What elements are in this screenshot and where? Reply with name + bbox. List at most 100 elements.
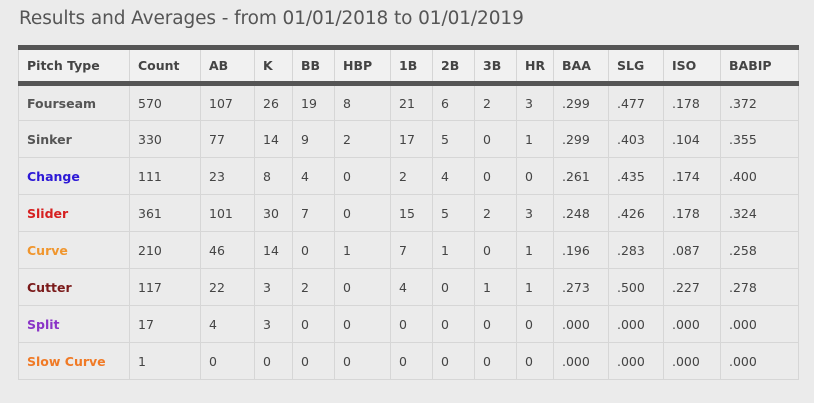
bb-cell: 0: [292, 305, 335, 343]
column-header-iso[interactable]: ISO: [663, 45, 721, 86]
k-cell: 14: [254, 231, 293, 269]
hr-cell: 3: [516, 83, 554, 121]
bb-cell: 7: [292, 194, 335, 232]
column-header-ab[interactable]: AB: [200, 45, 255, 86]
column-header-baa[interactable]: BAA: [553, 45, 609, 86]
2b-cell: 0: [432, 342, 475, 380]
baa-cell: .000: [553, 305, 609, 343]
column-header-hr[interactable]: HR: [516, 45, 554, 86]
column-header-hbp[interactable]: HBP: [334, 45, 391, 86]
k-cell: 14: [254, 120, 293, 158]
1b-cell: 0: [390, 305, 433, 343]
1b-cell: 0: [390, 342, 433, 380]
results-table: Pitch Type Count AB K BB HBP 1B 2B 3B HR BAA SLG ISO…: [18, 45, 799, 380]
2b-cell: 0: [432, 305, 475, 343]
2b-cell: 0: [432, 268, 475, 306]
column-header-1b[interactable]: 1B: [390, 45, 433, 86]
baa-cell: .299: [553, 83, 609, 121]
iso-cell: .174: [663, 157, 721, 195]
baa-cell: .248: [553, 194, 609, 232]
2b-cell: 6: [432, 83, 475, 121]
ab-cell: 0: [200, 342, 255, 380]
bb-cell: 0: [292, 231, 335, 269]
1b-cell: 2: [390, 157, 433, 195]
slg-cell: .477: [608, 83, 664, 121]
column-header-pitch-type[interactable]: Pitch Type: [18, 45, 130, 86]
iso-cell: .104: [663, 120, 721, 158]
babip-cell: .400: [720, 157, 799, 195]
pitch-type-cell: Sinker: [18, 120, 130, 158]
2b-cell: 5: [432, 194, 475, 232]
slg-cell: .500: [608, 268, 664, 306]
babip-cell: .000: [720, 342, 799, 380]
column-header-2b[interactable]: 2B: [432, 45, 475, 86]
baa-cell: .273: [553, 268, 609, 306]
slg-cell: .000: [608, 342, 664, 380]
count-cell: 210: [129, 231, 201, 269]
k-cell: 3: [254, 268, 293, 306]
hr-cell: 3: [516, 194, 554, 232]
iso-cell: .227: [663, 268, 721, 306]
ab-cell: 107: [200, 83, 255, 121]
header-row: Pitch Type Count AB K BB HBP 1B 2B 3B HR BAA SLG ISO…: [18, 45, 799, 86]
2b-cell: 4: [432, 157, 475, 195]
hbp-cell: 0: [334, 157, 391, 195]
pitch-type-cell: Cutter: [18, 268, 130, 306]
3b-cell: 0: [474, 120, 517, 158]
k-cell: 8: [254, 157, 293, 195]
column-header-k[interactable]: K: [254, 45, 293, 86]
hr-cell: 0: [516, 342, 554, 380]
table-row: Fourseam 570 107 26 19 8 21 6 2 3.299.477.178.372: [18, 83, 799, 121]
table-row: Change 111 23 8 4 0 2 4 0 0.261.435.174.400: [18, 157, 799, 195]
baa-cell: .196: [553, 231, 609, 269]
column-header-3b[interactable]: 3B: [474, 45, 517, 86]
column-header-babip[interactable]: BABIP: [720, 45, 799, 86]
slg-cell: .403: [608, 120, 664, 158]
iso-cell: .178: [663, 194, 721, 232]
babip-cell: .355: [720, 120, 799, 158]
babip-cell: .000: [720, 305, 799, 343]
3b-cell: 0: [474, 305, 517, 343]
hbp-cell: 0: [334, 268, 391, 306]
table-row: Slider 361 101 30 7 0 15 5 2 3.248.426.178.324: [18, 194, 799, 232]
iso-cell: .178: [663, 83, 721, 121]
count-cell: 1: [129, 342, 201, 380]
column-header-bb[interactable]: BB: [292, 45, 335, 86]
bb-cell: 2: [292, 268, 335, 306]
babip-cell: .278: [720, 268, 799, 306]
iso-cell: .000: [663, 305, 721, 343]
babip-cell: .324: [720, 194, 799, 232]
column-header-slg[interactable]: SLG: [608, 45, 664, 86]
3b-cell: 0: [474, 157, 517, 195]
table-row: Sinker 330 77 14 9 2 17 5 0 1.299.403.104.355: [18, 120, 799, 158]
pitch-type-cell: Curve: [18, 231, 130, 269]
k-cell: 30: [254, 194, 293, 232]
page-title: Results and Averages - from 01/01/2018 t…: [19, 8, 524, 29]
table-body: Fourseam 570 107 26 19 8 21 6 2 3.299.477.178.372…: [18, 83, 799, 380]
pitch-type-cell: Change: [18, 157, 130, 195]
ab-cell: 22: [200, 268, 255, 306]
pitch-type-cell: Fourseam: [18, 83, 130, 121]
column-header-count[interactable]: Count: [129, 45, 201, 86]
baa-cell: .261: [553, 157, 609, 195]
1b-cell: 21: [390, 83, 433, 121]
hr-cell: 0: [516, 157, 554, 195]
baa-cell: .000: [553, 342, 609, 380]
hbp-cell: 0: [334, 305, 391, 343]
hbp-cell: 8: [334, 83, 391, 121]
table-header: Pitch Type Count AB K BB HBP 1B 2B 3B HR BAA SLG ISO…: [18, 45, 799, 86]
hbp-cell: 0: [334, 194, 391, 232]
iso-cell: .087: [663, 231, 721, 269]
k-cell: 3: [254, 305, 293, 343]
1b-cell: 7: [390, 231, 433, 269]
hr-cell: 1: [516, 268, 554, 306]
ab-cell: 101: [200, 194, 255, 232]
ab-cell: 4: [200, 305, 255, 343]
babip-cell: .372: [720, 83, 799, 121]
table-row: Curve 210 46 14 0 1 7 1 0 1.196.283.087.258: [18, 231, 799, 269]
hbp-cell: 1: [334, 231, 391, 269]
table-row: Cutter 117 22 3 2 0 4 0 1 1.273.500.227.278: [18, 268, 799, 306]
hr-cell: 0: [516, 305, 554, 343]
count-cell: 17: [129, 305, 201, 343]
